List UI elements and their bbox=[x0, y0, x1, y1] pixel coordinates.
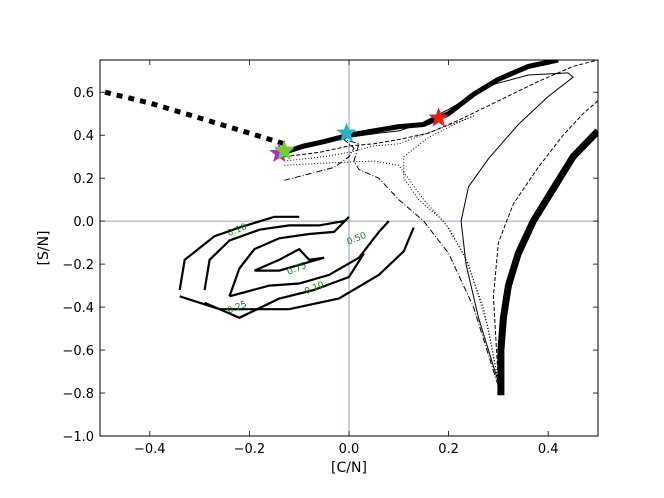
star-marker-4 bbox=[428, 107, 449, 127]
star-marker-2 bbox=[274, 140, 295, 160]
contour-group bbox=[178, 215, 415, 320]
series-line-dashed-4 bbox=[492, 100, 598, 383]
y-tick-label: 0.2 bbox=[73, 172, 94, 187]
series-line-dashdot-7 bbox=[284, 139, 499, 387]
contour-line-075-6 bbox=[253, 247, 325, 272]
y-tick-label: −1.0 bbox=[62, 430, 94, 445]
y-tick-label: −0.4 bbox=[62, 301, 94, 316]
y-tick-label: 0.4 bbox=[73, 129, 94, 144]
x-tick-label: −0.2 bbox=[234, 442, 266, 457]
y-tick-label: 0.0 bbox=[73, 215, 94, 230]
y-tick-label: −0.8 bbox=[62, 387, 94, 402]
series-line-solid-thin-2 bbox=[284, 72, 574, 383]
contour-line-025-2 bbox=[203, 220, 345, 291]
series-line-solid-xthick-8 bbox=[497, 128, 598, 396]
series-line-dotted-thick-0 bbox=[104, 89, 286, 147]
reference-lines bbox=[100, 60, 598, 436]
y-tick-label: −0.6 bbox=[62, 344, 94, 359]
x-tick-label: 0.4 bbox=[538, 442, 559, 457]
x-tick-label: 0.2 bbox=[438, 442, 459, 457]
x-axis-ticks: −0.4 −0.2 0.0 0.2 0.4 bbox=[134, 60, 559, 457]
x-tick-label: 0.0 bbox=[339, 442, 360, 457]
series-group bbox=[104, 60, 598, 396]
contour-line-050-5 bbox=[229, 220, 390, 298]
series-line-solid-thick-1 bbox=[283, 60, 559, 155]
y-axis-ticks: −1.0 −0.8 −0.6 −0.4 −0.2 0.0 0.2 0.4 0.6 bbox=[62, 86, 598, 445]
star-marker-3 bbox=[336, 122, 357, 142]
contour-line-050-4 bbox=[228, 216, 350, 297]
contour-line-025-3 bbox=[204, 252, 365, 320]
contour-line-010-0 bbox=[178, 215, 300, 291]
y-tick-label: 0.6 bbox=[73, 86, 94, 101]
y-tick-label: −0.2 bbox=[62, 258, 94, 273]
x-axis-label: [C/N] bbox=[331, 460, 367, 476]
x-tick-label: −0.4 bbox=[134, 442, 166, 457]
marker-group bbox=[269, 107, 449, 163]
y-axis-label: [S/N] bbox=[36, 231, 52, 266]
